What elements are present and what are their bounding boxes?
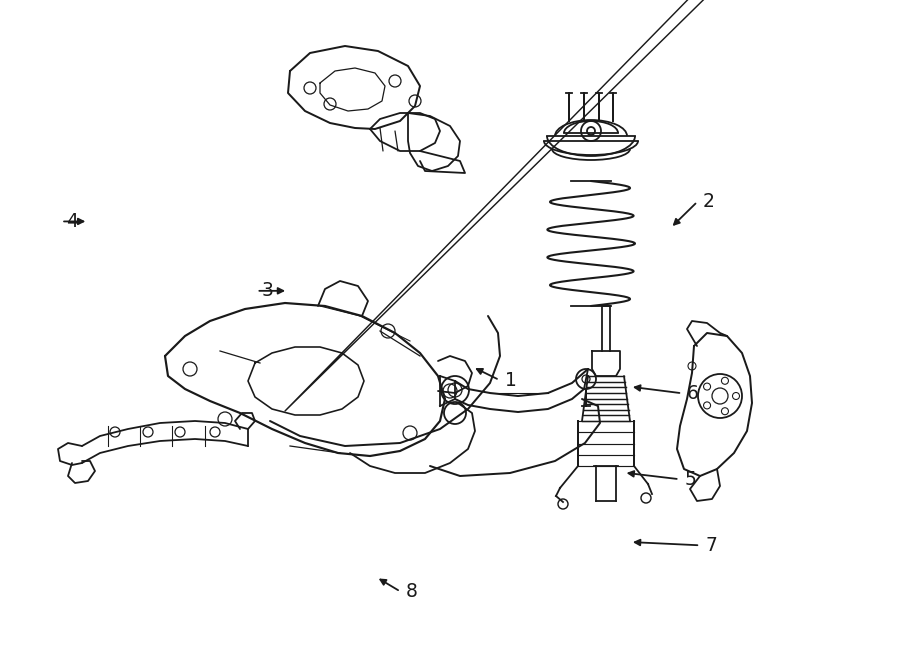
Text: 4: 4 [67,212,78,231]
Text: 5: 5 [685,470,697,488]
Text: 2: 2 [703,192,715,211]
Text: 7: 7 [706,536,717,555]
Text: 3: 3 [262,282,274,300]
Text: 6: 6 [688,384,699,403]
Text: 8: 8 [406,582,418,601]
Text: 1: 1 [505,371,517,389]
